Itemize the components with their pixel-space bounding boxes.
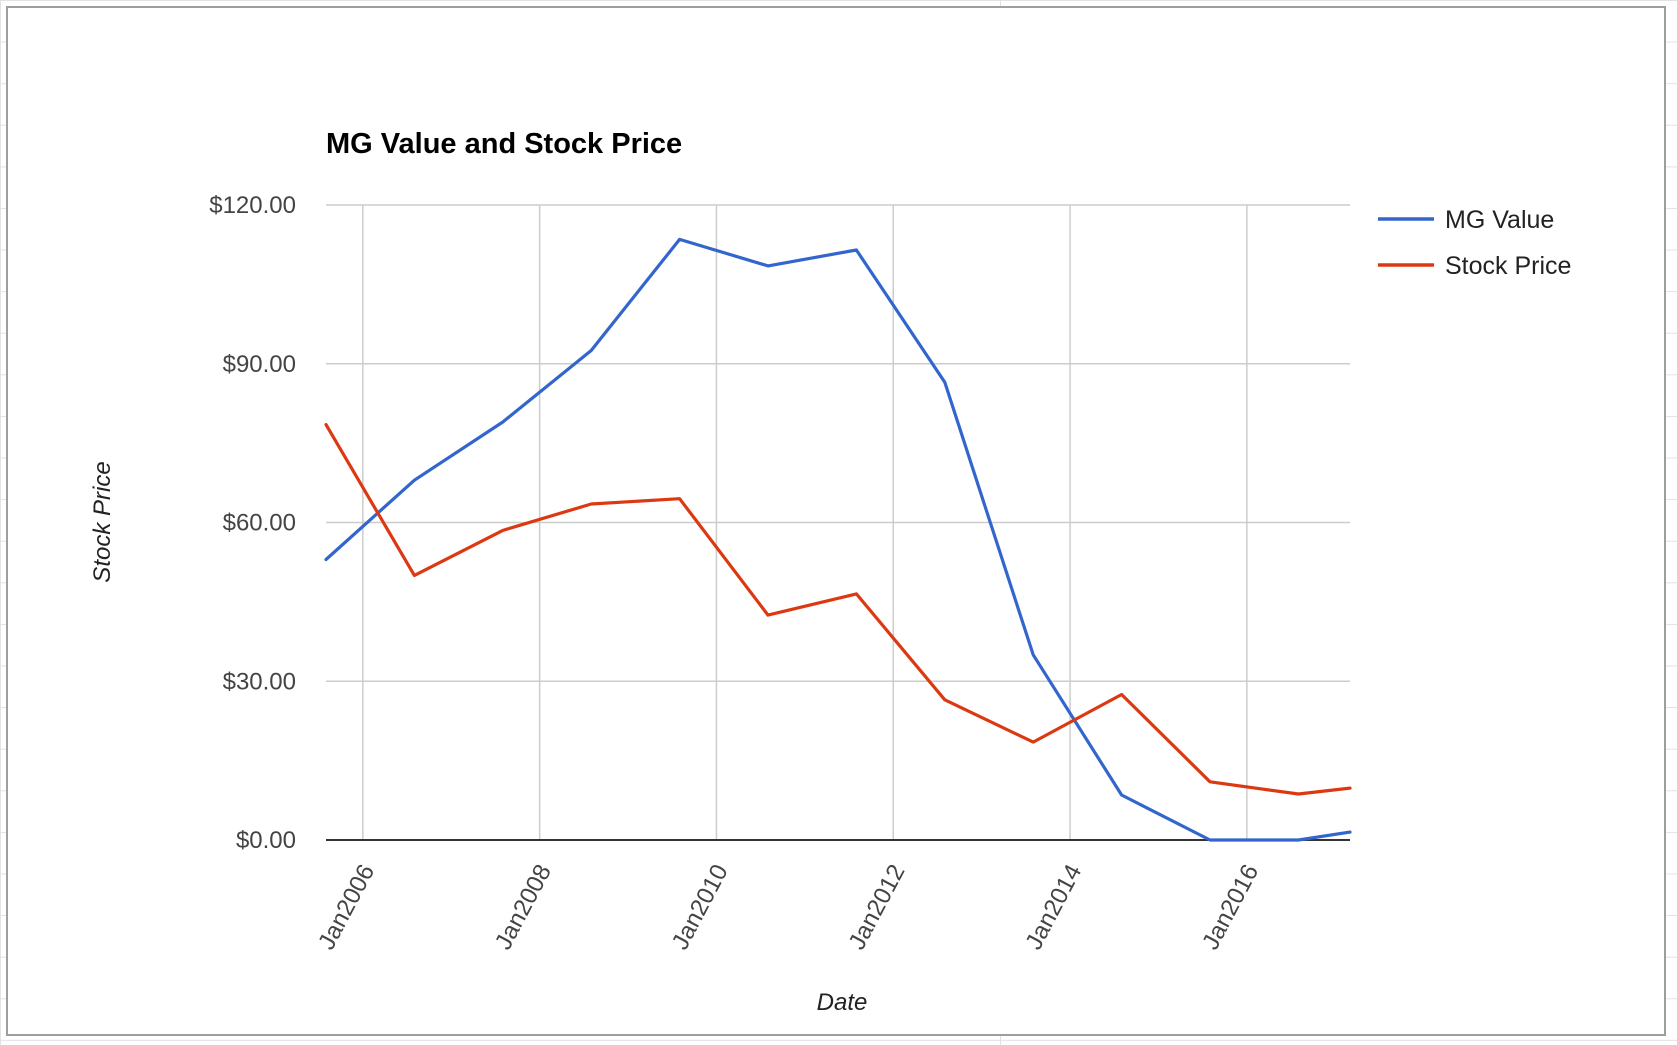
legend-item-stock-price[interactable]: Stock Price [1378,252,1571,280]
data-point-mg-value[interactable] [943,380,947,384]
x-tick-label: Jan2008 [490,860,557,954]
data-point-mg-value[interactable] [1296,838,1300,842]
x-tick-label: Jan2012 [843,860,910,954]
y-tick-label: $120.00 [209,192,296,219]
data-point-stock-price[interactable] [1031,740,1035,744]
x-tick-label: Jan2010 [667,860,734,954]
data-point-mg-value[interactable] [854,248,858,252]
y-tick-label: $90.00 [223,351,296,378]
gridlines [326,204,1350,840]
data-point-mg-value[interactable] [1120,793,1124,797]
data-point-stock-price[interactable] [501,528,505,532]
y-tick-label: $0.00 [236,827,296,854]
series-line-mg-value[interactable] [324,237,1352,842]
data-point-mg-value[interactable] [1031,653,1035,657]
series-line-stock-price[interactable] [324,423,1352,796]
y-axis-ticks: $0.00 $30.00 $60.00 $90.00 $120.00 [209,192,296,854]
y-tick-label: $30.00 [223,668,296,695]
data-point-stock-price[interactable] [324,423,328,427]
data-point-stock-price[interactable] [854,592,858,596]
data-point-stock-price[interactable] [1208,780,1212,784]
series-lines [324,237,1352,842]
data-point-stock-price[interactable] [412,573,416,577]
legend-item-mg-value[interactable]: MG Value [1378,206,1554,234]
x-tick-label: Jan2006 [313,860,380,954]
data-point-stock-price[interactable] [678,497,682,501]
x-axis-ticks: Jan2006 Jan2008 Jan2010 Jan2012 Jan2014 Jan20… [313,860,1264,954]
data-point-mg-value[interactable] [589,349,593,353]
x-axis-title: Date [817,989,868,1016]
data-point-mg-value[interactable] [412,478,416,482]
data-point-mg-value[interactable] [501,420,505,424]
data-point-stock-price[interactable] [589,502,593,506]
data-point-mg-value[interactable] [766,264,770,268]
legend[interactable]: MG Value Stock Price [1378,206,1571,280]
y-axis-title: Stock Price [89,461,116,582]
legend-label: MG Value [1445,206,1554,234]
chart-title: MG Value and Stock Price [326,128,682,160]
y-tick-label: $60.00 [223,510,296,537]
data-point-mg-value[interactable] [324,558,328,562]
data-point-mg-value[interactable] [1208,838,1212,842]
data-point-mg-value[interactable] [678,237,682,241]
x-tick-label: Jan2016 [1197,860,1264,954]
data-point-stock-price[interactable] [1296,792,1300,796]
data-point-stock-price[interactable] [766,613,770,617]
chart-container[interactable] [6,6,1666,1036]
legend-label: Stock Price [1445,252,1571,280]
data-point-stock-price[interactable] [1120,692,1124,696]
data-point-stock-price[interactable] [943,698,947,702]
x-tick-label: Jan2014 [1020,860,1087,954]
data-point-mg-value[interactable] [1348,830,1352,834]
data-point-stock-price[interactable] [1348,786,1352,790]
